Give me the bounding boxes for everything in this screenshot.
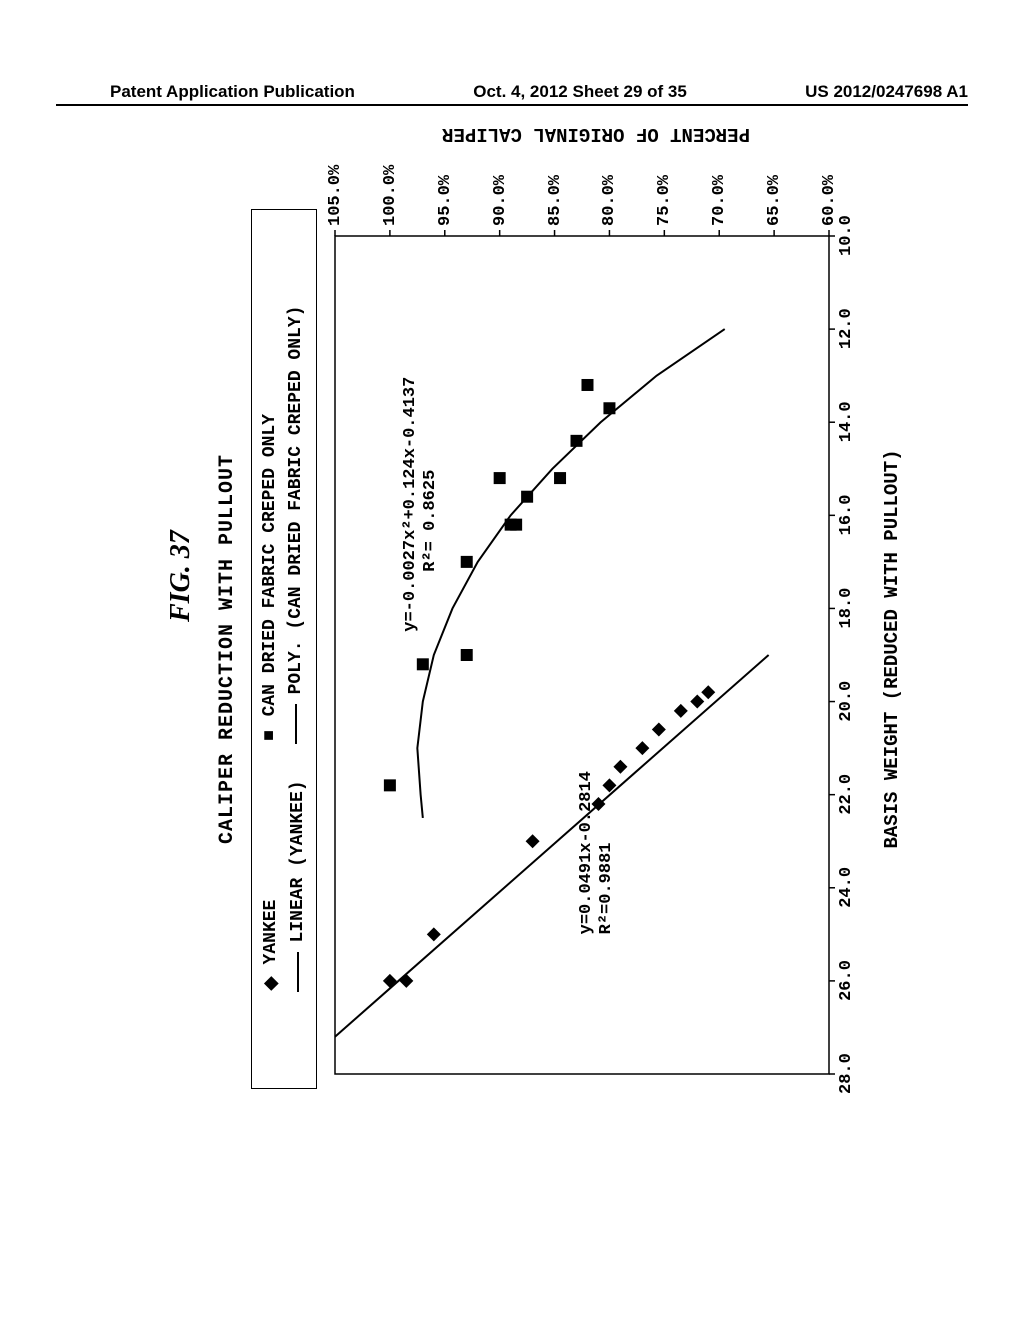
y-tick-label: 80.0% bbox=[600, 175, 619, 226]
scatter-plot bbox=[325, 164, 885, 1134]
x-tick-label: 22.0 bbox=[837, 774, 856, 815]
yankee-equation: y=0.0491x-0.2814 R²=0.9881 bbox=[577, 771, 618, 934]
y-tick-label: 105.0% bbox=[326, 165, 345, 226]
can-dried-equation: y=-0.0027x²+0.124x-0.4137 R²= 0.8625 bbox=[401, 377, 442, 632]
chart-container: CALIPER REDUCTION WITH PULLOUT ◆ YANKEE … bbox=[81, 299, 1024, 999]
y-tick-label: 85.0% bbox=[546, 175, 565, 226]
square-icon: ■ bbox=[260, 726, 280, 744]
legend-item-can-dried-fit: POLY. (CAN DRIED FABRIC CREPED ONLY) bbox=[286, 306, 306, 745]
page-header: Patent Application Publication Oct. 4, 2… bbox=[0, 82, 1024, 102]
x-tick-label: 16.0 bbox=[837, 495, 856, 536]
x-tick-label: 26.0 bbox=[837, 960, 856, 1001]
legend-label: POLY. (CAN DRIED FABRIC CREPED ONLY) bbox=[286, 306, 306, 695]
legend-item-yankee-fit: LINEAR (YANKEE) bbox=[288, 780, 308, 992]
y-axis-title: PERCENT OF ORIGINAL CALIPER bbox=[436, 123, 756, 145]
y-tick-label: 90.0% bbox=[491, 175, 510, 226]
y-tick-label: 70.0% bbox=[710, 175, 729, 226]
legend: ◆ YANKEE LINEAR (YANKEE) ■ CAN DRIED FAB… bbox=[251, 209, 317, 1089]
line-icon bbox=[295, 704, 297, 744]
line-icon bbox=[297, 952, 299, 992]
y-tick-label: 60.0% bbox=[820, 175, 839, 226]
x-tick-label: 28.0 bbox=[837, 1053, 856, 1094]
plot-area: 28.0 26.0 24.0 22.0 20.0 18.0 16.0 14.0 12.0 10.0… bbox=[325, 164, 885, 1134]
legend-label: CAN DRIED FABRIC CREPED ONLY bbox=[260, 414, 280, 716]
y-tick-label: 95.0% bbox=[436, 175, 455, 226]
header-center: Oct. 4, 2012 Sheet 29 of 35 bbox=[473, 82, 687, 102]
x-tick-label: 24.0 bbox=[837, 867, 856, 908]
y-tick-label: 75.0% bbox=[655, 175, 674, 226]
header-rule bbox=[56, 104, 968, 106]
equation-text: y=0.0491x-0.2814 bbox=[577, 771, 596, 934]
x-tick-label: 14.0 bbox=[837, 401, 856, 442]
equation-text: y=-0.0027x²+0.124x-0.4137 bbox=[401, 377, 420, 632]
legend-label: YANKEE bbox=[261, 900, 281, 965]
r2-text: R²=0.9881 bbox=[597, 843, 616, 935]
r2-text: R²= 0.8625 bbox=[421, 470, 440, 632]
x-tick-label: 12.0 bbox=[837, 308, 856, 349]
x-tick-label: 20.0 bbox=[837, 681, 856, 722]
header-right: US 2012/0247698 A1 bbox=[805, 82, 968, 102]
y-tick-label: 100.0% bbox=[381, 165, 400, 226]
diamond-icon: ◆ bbox=[260, 974, 282, 992]
x-tick-label: 10.0 bbox=[837, 215, 856, 256]
y-tick-label: 65.0% bbox=[765, 175, 784, 226]
legend-item-can-dried: ■ CAN DRIED FABRIC CREPED ONLY bbox=[260, 306, 280, 745]
legend-label: LINEAR (YANKEE) bbox=[288, 780, 308, 942]
legend-item-yankee: ◆ YANKEE bbox=[260, 780, 282, 992]
x-axis-title: BASIS WEIGHT (REDUCED WITH PULLOUT) bbox=[881, 164, 903, 1134]
header-left: Patent Application Publication bbox=[110, 82, 355, 102]
chart-title: CALIPER REDUCTION WITH PULLOUT bbox=[216, 164, 239, 1134]
x-tick-label: 18.0 bbox=[837, 588, 856, 629]
